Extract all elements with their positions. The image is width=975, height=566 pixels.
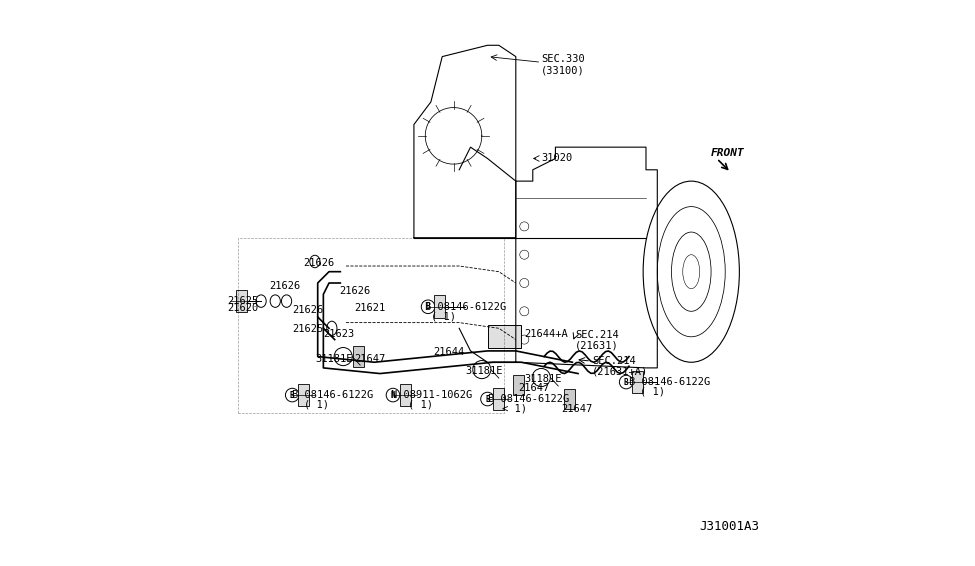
Text: B 08146-6122G: B 08146-6122G [488,394,568,404]
Text: < 1): < 1) [502,404,526,414]
Text: B: B [290,391,294,400]
Bar [488,325,522,348]
Bar [513,375,525,395]
Text: B 08146-6122G: B 08146-6122G [425,302,506,312]
Text: N 08911-1062G: N 08911-1062G [391,390,473,400]
Text: 21647: 21647 [519,383,550,393]
Text: 21626: 21626 [270,281,301,291]
Text: J31001A3: J31001A3 [700,520,760,533]
Text: ( 1): ( 1) [431,312,456,322]
Text: 21625: 21625 [292,324,324,335]
Text: ( 1): ( 1) [641,387,665,397]
Text: N: N [391,391,395,400]
Text: SEC.214: SEC.214 [575,330,619,340]
Text: B 08146-6122G: B 08146-6122G [629,377,710,387]
Text: B 08146-6122G: B 08146-6122G [292,390,373,400]
Bar [353,346,364,367]
Bar [564,389,575,409]
Text: 31181E: 31181E [315,354,352,365]
Bar [298,384,309,406]
Text: 21623: 21623 [324,329,355,339]
Text: SEC.214: SEC.214 [592,356,636,366]
Bar [632,371,644,393]
Text: 21625: 21625 [227,296,258,306]
Text: 21644+A: 21644+A [525,329,568,339]
Text: 31020: 31020 [541,153,572,164]
Text: SEC.330: SEC.330 [541,54,585,65]
Text: 21647: 21647 [561,404,593,414]
Text: 21626: 21626 [292,305,324,315]
Text: ( 1): ( 1) [409,400,433,410]
Text: B: B [624,378,629,387]
Text: 21647: 21647 [355,354,386,365]
Text: 31181E: 31181E [465,366,502,376]
Text: 21626: 21626 [303,258,334,268]
Bar [493,388,504,410]
Text: 21626: 21626 [339,286,370,297]
Text: 21644: 21644 [434,347,465,357]
Text: FRONT: FRONT [711,148,745,158]
Text: 21620: 21620 [227,303,258,314]
Text: ( 1): ( 1) [303,400,329,410]
Text: (33100): (33100) [541,66,585,76]
Bar [434,295,445,318]
Text: 31181E: 31181E [525,374,562,384]
Text: (21631+A): (21631+A) [592,366,648,376]
Bar [236,290,247,312]
Text: B: B [486,395,489,404]
Text: 21621: 21621 [355,303,386,314]
Text: (21631): (21631) [575,340,619,350]
Text: B: B [426,302,430,311]
Bar [400,384,411,406]
